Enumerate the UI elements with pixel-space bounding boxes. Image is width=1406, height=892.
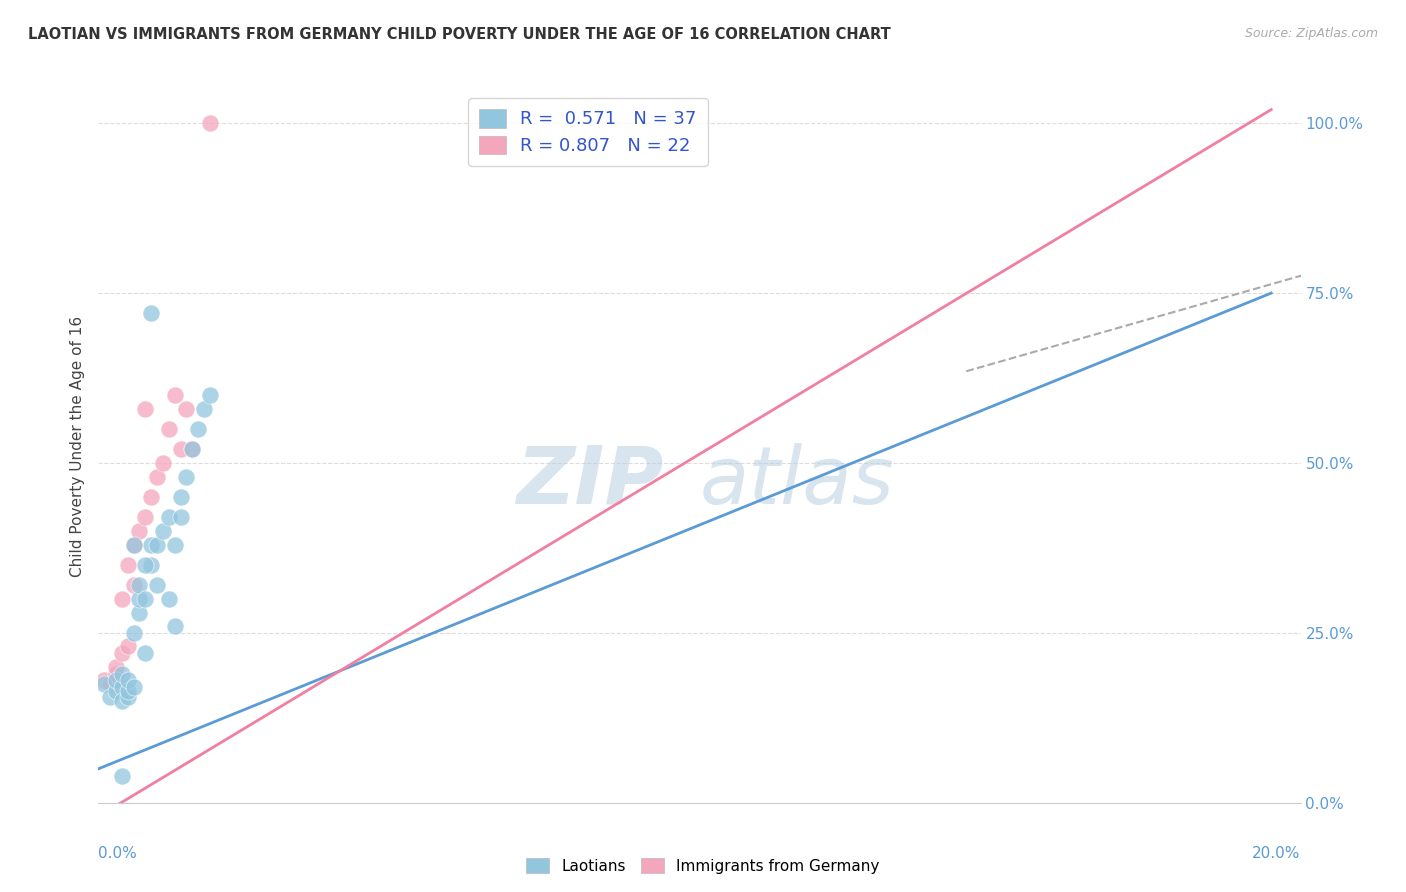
Point	[134, 510, 156, 524]
Legend: Laotians, Immigrants from Germany: Laotians, Immigrants from Germany	[520, 852, 886, 880]
Point	[146, 578, 169, 592]
Point	[98, 677, 121, 691]
Point	[111, 591, 134, 606]
Point	[117, 558, 139, 572]
Point	[105, 666, 128, 681]
Point	[163, 619, 186, 633]
Point	[141, 537, 163, 551]
Point	[117, 640, 139, 654]
Point	[111, 666, 134, 681]
Point	[134, 558, 156, 572]
Point	[111, 769, 134, 783]
Y-axis label: Child Poverty Under the Age of 16: Child Poverty Under the Age of 16	[69, 316, 84, 576]
Point	[134, 591, 156, 606]
Text: LAOTIAN VS IMMIGRANTS FROM GERMANY CHILD POVERTY UNDER THE AGE OF 16 CORRELATION: LAOTIAN VS IMMIGRANTS FROM GERMANY CHILD…	[28, 27, 891, 42]
Point	[176, 469, 198, 483]
Point	[141, 490, 163, 504]
Point	[117, 690, 139, 705]
Point	[134, 401, 156, 416]
Text: Source: ZipAtlas.com: Source: ZipAtlas.com	[1244, 27, 1378, 40]
Point	[157, 422, 180, 436]
Point	[111, 646, 134, 660]
Legend: R =  0.571   N = 37, R = 0.807   N = 22: R = 0.571 N = 37, R = 0.807 N = 22	[468, 98, 707, 166]
Point	[157, 591, 180, 606]
Point	[122, 626, 145, 640]
Point	[152, 456, 174, 470]
Point	[93, 673, 115, 688]
Text: atlas: atlas	[699, 442, 894, 521]
Point	[181, 442, 204, 457]
Point	[122, 537, 145, 551]
Point	[193, 401, 215, 416]
Point	[128, 524, 150, 538]
Point	[141, 306, 163, 320]
Point	[128, 591, 150, 606]
Point	[157, 510, 180, 524]
Point	[98, 690, 121, 705]
Point	[111, 694, 134, 708]
Point	[146, 469, 169, 483]
Point	[198, 116, 221, 130]
Point	[163, 388, 186, 402]
Point	[93, 677, 115, 691]
Point	[117, 673, 139, 688]
Point	[128, 578, 150, 592]
Point	[181, 442, 204, 457]
Point	[128, 606, 150, 620]
Point	[105, 683, 128, 698]
Point	[111, 680, 134, 694]
Point	[122, 680, 145, 694]
Point	[152, 524, 174, 538]
Point	[163, 537, 186, 551]
Point	[187, 422, 209, 436]
Text: 20.0%: 20.0%	[1253, 846, 1301, 861]
Point	[105, 660, 128, 674]
Point	[122, 578, 145, 592]
Point	[169, 490, 191, 504]
Point	[134, 646, 156, 660]
Point	[169, 510, 191, 524]
Point	[169, 442, 191, 457]
Point	[176, 401, 198, 416]
Point	[146, 537, 169, 551]
Point	[117, 683, 139, 698]
Point	[105, 673, 128, 688]
Point	[141, 558, 163, 572]
Point	[122, 537, 145, 551]
Text: 0.0%: 0.0%	[98, 846, 138, 861]
Point	[198, 388, 221, 402]
Text: ZIP: ZIP	[516, 442, 664, 521]
